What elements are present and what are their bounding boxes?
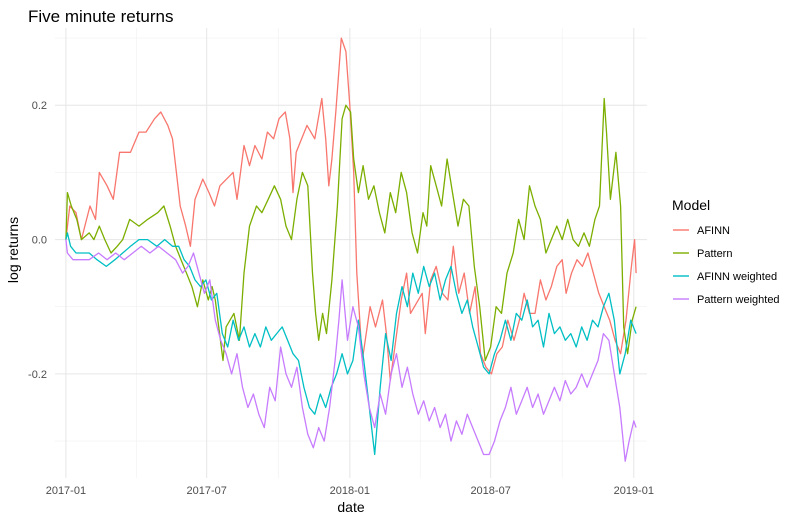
y-tick-label: -0.2: [28, 369, 47, 381]
legend-label: Pattern weighted: [697, 294, 780, 306]
legend: Model AFINN Pattern AFINN weighted Pattern …: [672, 197, 780, 306]
x-axis-ticks: 2017-01 2017-07 2018-01 2018-07 2019-01: [46, 485, 654, 497]
x-tick-label: 2019-01: [614, 485, 654, 497]
series-line-afinn-weighted: [65, 232, 637, 456]
grid: [55, 28, 647, 478]
series-line-afinn: [65, 37, 637, 382]
legend-title: Model: [672, 197, 710, 213]
x-tick-label: 2018-01: [330, 485, 370, 497]
legend-label: Pattern: [697, 248, 732, 260]
y-axis-title: log returns: [5, 217, 21, 283]
x-tick-label: 2017-07: [187, 485, 227, 497]
y-tick-label: 0.2: [32, 100, 47, 112]
x-tick-label: 2018-07: [470, 485, 510, 497]
x-tick-label: 2017-01: [46, 485, 86, 497]
y-axis-ticks: -0.2 0.0 0.2: [28, 100, 47, 381]
chart-title: Five minute returns: [28, 7, 174, 26]
x-axis-title: date: [337, 499, 364, 515]
series-lines: [65, 37, 637, 462]
legend-label: AFINN weighted: [697, 271, 777, 283]
series-line-pattern-weighted: [65, 239, 637, 462]
legend-label: AFINN: [697, 225, 730, 237]
y-tick-label: 0.0: [32, 235, 47, 247]
